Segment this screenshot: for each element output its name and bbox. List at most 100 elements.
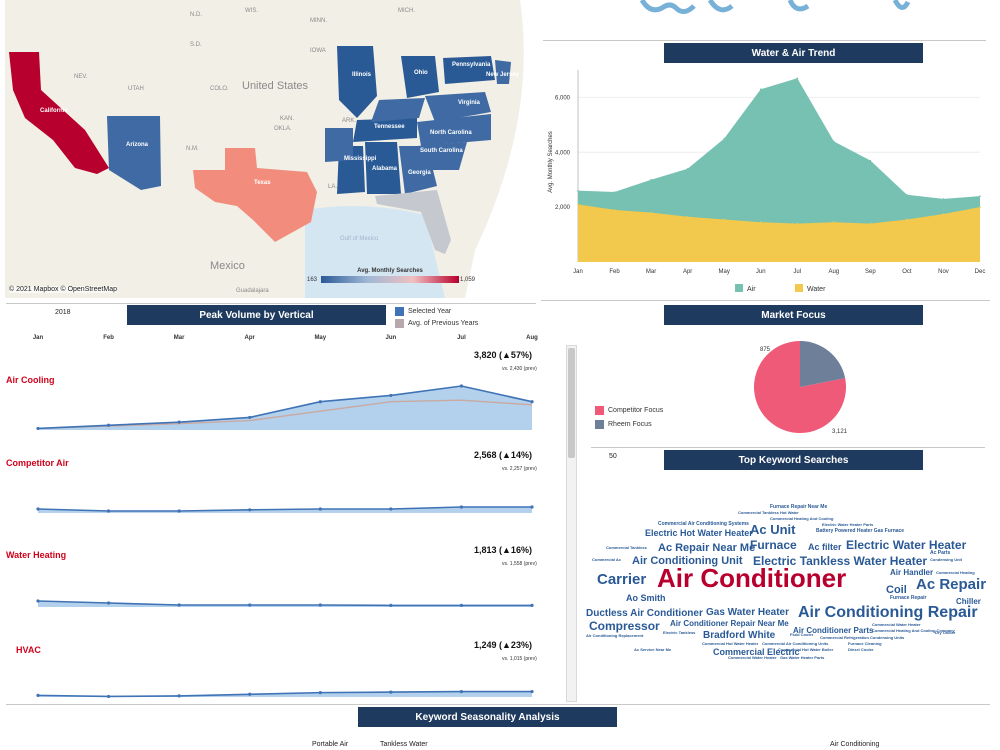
trend-point-water-aug[interactable] xyxy=(833,221,835,224)
keyword-bradford-white[interactable]: Bradford White xyxy=(703,630,776,641)
trend-point-water-mar[interactable] xyxy=(650,211,652,214)
keyword-electric-tankless[interactable]: Electric Tankless xyxy=(663,630,696,635)
state-virginia[interactable] xyxy=(425,92,491,122)
keyword-chiller[interactable]: Chiller xyxy=(956,597,981,606)
keyword-carrier[interactable]: Carrier xyxy=(597,571,647,588)
peak-area-air-cooling[interactable] xyxy=(38,386,532,430)
keyword-commercial-water-heater[interactable]: Commercial Water Heater xyxy=(872,622,921,627)
keyword-ac-unit[interactable]: Ac Unit xyxy=(750,522,796,537)
keyword-condensing-unit[interactable]: Condensing Unit xyxy=(930,557,962,562)
trend-point-air-aug[interactable] xyxy=(833,140,835,143)
trend-point-water-dec[interactable] xyxy=(979,206,981,208)
keyword-air-conditioner-parts[interactable]: Air Conditioner Parts xyxy=(793,626,874,635)
keyword-commercial-electric[interactable]: Commercial Electric xyxy=(713,647,800,657)
trend-point-water-sep[interactable] xyxy=(869,222,872,225)
keyword-commercial-tankless-hot-water[interactable]: Commercial Tankless Hot Water xyxy=(738,510,799,515)
keyword-ac-service-near-me[interactable]: Ac Service Near Me xyxy=(634,647,672,652)
state-new-jersey[interactable] xyxy=(495,60,511,84)
trend-point-air-apr[interactable] xyxy=(686,167,689,170)
trend-point-air-feb[interactable] xyxy=(613,191,616,193)
keyword-air-conditioning-unit[interactable]: Air Conditioning Unit xyxy=(632,555,743,567)
keyword-commercial-heating-and-cooling-company[interactable]: Commercial Heating And Cooling Company xyxy=(872,628,955,633)
keyword-fluid-cooler[interactable]: Fluid Cooler xyxy=(790,632,814,637)
keyword-electric-water-heater[interactable]: Electric Water Heater xyxy=(846,538,967,552)
trend-chart[interactable]: Avg. Monthly Searches 2,000 4,000 6,000 Jan F… xyxy=(540,62,990,302)
peak-point-air-cooling-aug[interactable] xyxy=(530,400,534,404)
peak-point-hvac-may[interactable] xyxy=(318,691,322,695)
keyword-air-conditioner-repair-near-me[interactable]: Air Conditioner Repair Near Me xyxy=(670,619,789,628)
trend-point-water-may[interactable] xyxy=(723,218,725,221)
keyword-dry-cooler[interactable]: Dry Cooler xyxy=(935,630,956,635)
keyword-ac-parts[interactable]: Ac Parts xyxy=(930,550,951,556)
state-georgia[interactable] xyxy=(399,146,437,194)
state-arizona[interactable] xyxy=(107,116,161,190)
peak-line-air-cooling[interactable] xyxy=(37,385,533,430)
peak-prev-line-air-cooling[interactable] xyxy=(37,399,533,430)
keyword-commercial-ac[interactable]: Commercial Ac xyxy=(592,557,621,562)
keyword-gas-water-heater-parts[interactable]: Gas Water Heater Parts xyxy=(780,655,825,660)
peak-line-hvac[interactable] xyxy=(37,690,533,698)
state-tennessee[interactable] xyxy=(353,118,417,142)
peak-point-competitor-air-jun[interactable] xyxy=(389,507,393,511)
peak-point-competitor-air-mar[interactable] xyxy=(177,509,181,513)
peak-point-water-heating-feb[interactable] xyxy=(106,601,111,605)
state-pennsylvania[interactable] xyxy=(443,56,495,84)
peak-point-air-cooling-jul[interactable] xyxy=(459,384,464,388)
peak-point-hvac-feb[interactable] xyxy=(106,694,111,699)
state-alabama[interactable] xyxy=(365,142,401,194)
keyword-air-conditioner[interactable]: Air Conditioner xyxy=(657,563,847,593)
peak-point-hvac-jun[interactable] xyxy=(389,690,393,694)
trend-point-water-jul[interactable] xyxy=(796,222,799,225)
keyword-ac-repair-near-me[interactable]: Ac Repair Near Me xyxy=(658,542,756,554)
trend-point-water-nov[interactable] xyxy=(942,213,945,215)
peak-point-hvac-jan[interactable] xyxy=(36,693,40,697)
keyword-electric-water-heater-parts[interactable]: Electric Water Heater Parts xyxy=(822,522,874,527)
keyword-ac-repair[interactable]: Ac Repair xyxy=(916,576,987,593)
trend-point-air-jul[interactable] xyxy=(796,77,799,80)
keyword-ductless-air-conditioner[interactable]: Ductless Air Conditioner xyxy=(586,608,703,619)
peak-point-air-cooling-jan[interactable] xyxy=(36,426,40,431)
peak-point-water-heating-jun[interactable] xyxy=(389,603,393,607)
peak-point-water-heating-may[interactable] xyxy=(318,603,322,607)
peak-point-air-cooling-feb[interactable] xyxy=(106,423,111,427)
keyword-commercial-refrigeration-condensing-units[interactable]: Commercial Refrigeration Condensing Unit… xyxy=(820,635,905,640)
keyword-commercial-air-conditioning-systems[interactable]: Commercial Air Conditioning Systems xyxy=(658,521,749,527)
trend-point-air-mar[interactable] xyxy=(650,178,652,181)
trend-point-air-oct[interactable] xyxy=(906,194,908,196)
us-map[interactable] xyxy=(5,0,537,298)
keyword-ao-smith[interactable]: Ao Smith xyxy=(626,593,666,603)
trend-point-air-may[interactable] xyxy=(723,137,725,140)
peak-year[interactable]: 2018 xyxy=(55,309,71,316)
trend-point-water-jan[interactable] xyxy=(577,203,579,206)
trend-point-air-nov[interactable] xyxy=(942,198,945,200)
peak-point-water-heating-mar[interactable] xyxy=(177,603,181,607)
trend-point-water-feb[interactable] xyxy=(613,209,616,211)
keyword-furnace[interactable]: Furnace xyxy=(750,538,797,552)
keyword-furnace-repair[interactable]: Furnace Repair xyxy=(890,595,927,601)
state-texas[interactable] xyxy=(193,148,317,242)
peak-point-hvac-apr[interactable] xyxy=(248,692,252,696)
peak-point-water-heating-aug[interactable] xyxy=(530,603,534,607)
peak-point-air-cooling-apr[interactable] xyxy=(248,415,252,420)
keyword-air-conditioning-replacement[interactable]: Air Conditioning Replacement xyxy=(586,633,644,638)
keyword-commercial-water-heater[interactable]: Commercial Water Heater xyxy=(728,655,777,660)
state-california[interactable] xyxy=(9,52,109,174)
peak-point-competitor-air-apr[interactable] xyxy=(248,508,252,512)
trend-point-water-jun[interactable] xyxy=(759,221,762,224)
keyword-electric-hot-water-heater[interactable]: Electric Hot Water Heater xyxy=(645,528,753,538)
keyword-ac-filter[interactable]: Ac filter xyxy=(808,542,842,552)
keyword-furnace-cleaning[interactable]: Furnace Cleaning xyxy=(848,641,882,646)
peak-line-competitor-air[interactable] xyxy=(37,506,532,512)
peak-line-water-heating[interactable] xyxy=(37,600,532,607)
keyword-cloud[interactable]: Furnace Repair Near Me Commercial Tankles… xyxy=(580,495,990,675)
state-illinois[interactable] xyxy=(337,46,377,118)
trend-area-water[interactable] xyxy=(578,204,980,262)
state-florida[interactable] xyxy=(375,190,451,254)
peak-point-water-heating-apr[interactable] xyxy=(248,603,252,607)
peak-point-air-cooling-may[interactable] xyxy=(318,400,322,404)
peak-point-water-heating-jul[interactable] xyxy=(459,603,464,607)
peak-point-hvac-mar[interactable] xyxy=(177,694,181,698)
peak-point-competitor-air-may[interactable] xyxy=(318,507,322,511)
peak-point-air-cooling-mar[interactable] xyxy=(177,420,181,424)
keyword-commercial-air-conditioning-units[interactable]: Commercial Air Conditioning Units xyxy=(762,641,829,646)
